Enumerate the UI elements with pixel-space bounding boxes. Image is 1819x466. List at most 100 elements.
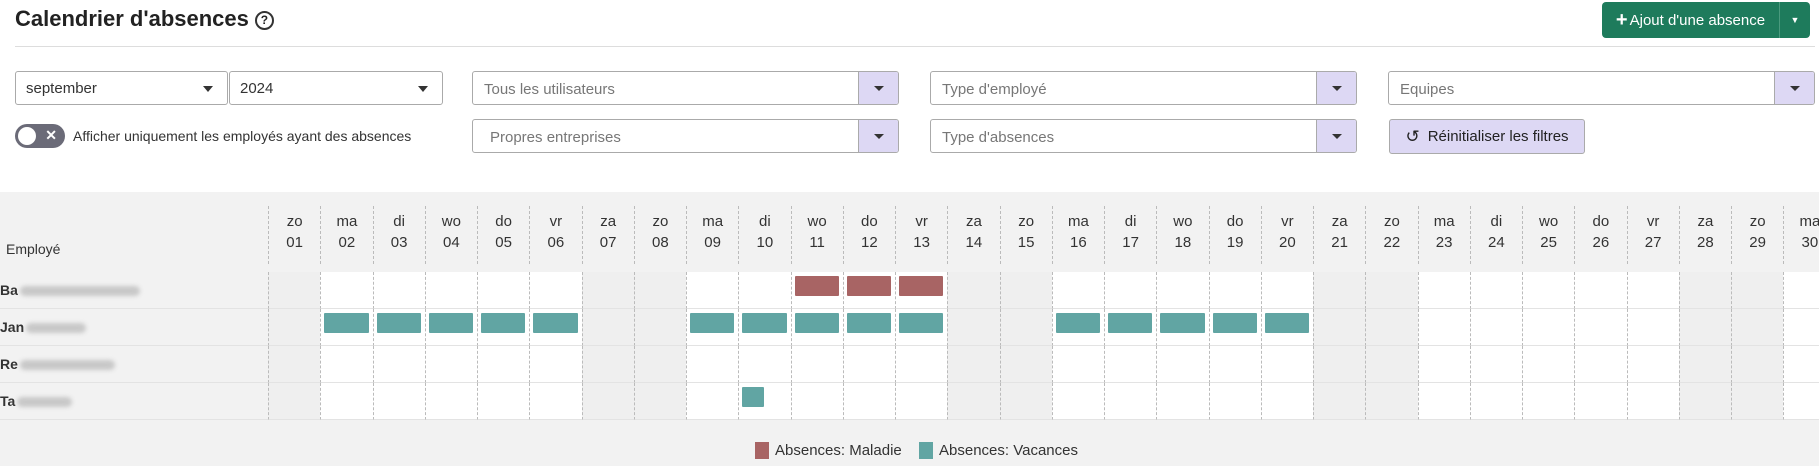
absence-bar-maladie[interactable] [794,276,839,296]
absence-bar-vacances[interactable] [846,313,891,333]
calendar-cell[interactable] [1678,272,1731,309]
calendar-cell[interactable] [1365,272,1418,309]
calendar-cell[interactable] [1469,346,1522,383]
absence-only-toggle[interactable]: ✕ [15,124,65,148]
calendar-cell[interactable] [424,383,477,420]
absence-bar-vacances[interactable] [1212,313,1257,333]
calendar-cell[interactable] [1678,383,1731,420]
calendar-cell[interactable] [581,272,634,309]
chevron-down-icon[interactable] [858,120,898,152]
calendar-cell[interactable] [1678,309,1731,346]
calendar-cell[interactable] [1522,272,1575,309]
calendar-cell[interactable] [738,272,791,309]
calendar-cell[interactable] [1417,346,1470,383]
calendar-cell[interactable] [1574,309,1627,346]
calendar-cell[interactable] [477,272,530,309]
absence-bar-vacances[interactable] [742,313,787,333]
calendar-cell[interactable] [947,383,1000,420]
calendar-cell[interactable] [1469,272,1522,309]
calendar-cell[interactable] [320,383,373,420]
calendar-cell[interactable] [1522,346,1575,383]
calendar-cell[interactable] [999,309,1052,346]
calendar-cell[interactable] [947,309,1000,346]
calendar-cell[interactable] [1469,309,1522,346]
calendar-cell[interactable] [999,272,1052,309]
calendar-cell[interactable] [1417,309,1470,346]
absence-bar-vacances[interactable] [690,313,735,333]
calendar-cell[interactable] [1156,272,1209,309]
companies-select[interactable]: Propres entreprises [472,119,899,153]
calendar-cell[interactable] [268,383,321,420]
calendar-cell[interactable] [1104,346,1157,383]
calendar-cell[interactable] [947,346,1000,383]
calendar-cell[interactable] [1104,383,1157,420]
calendar-cell[interactable] [1260,383,1313,420]
absence-type-select[interactable]: Type d'absences [930,119,1357,153]
calendar-cell[interactable] [1365,346,1418,383]
calendar-cell[interactable] [320,272,373,309]
calendar-cell[interactable] [1313,346,1366,383]
add-absence-button[interactable]: + Ajout d'une absence ▼ [1602,2,1810,38]
calendar-cell[interactable] [268,346,321,383]
calendar-cell[interactable] [1365,309,1418,346]
calendar-cell[interactable] [372,272,425,309]
calendar-cell[interactable] [581,383,634,420]
chevron-down-icon[interactable] [1316,72,1356,104]
calendar-cell[interactable] [1678,346,1731,383]
absence-bar-vacances[interactable] [1055,313,1100,333]
calendar-cell[interactable] [1783,383,1819,420]
calendar-cell[interactable] [529,383,582,420]
calendar-cell[interactable] [1260,272,1313,309]
calendar-cell[interactable] [1522,309,1575,346]
calendar-cell[interactable] [1417,383,1470,420]
calendar-cell[interactable] [477,346,530,383]
calendar-cell[interactable] [947,272,1000,309]
calendar-cell[interactable] [1051,272,1104,309]
calendar-cell[interactable] [1208,272,1261,309]
calendar-cell[interactable] [1731,383,1784,420]
absence-bar-vacances[interactable] [1160,313,1205,333]
calendar-cell[interactable] [1574,383,1627,420]
teams-select[interactable]: Equipes [1388,71,1815,105]
calendar-cell[interactable] [1156,346,1209,383]
calendar-cell[interactable] [1731,346,1784,383]
calendar-cell[interactable] [268,309,321,346]
calendar-cell[interactable] [1783,346,1819,383]
calendar-cell[interactable] [1574,346,1627,383]
calendar-cell[interactable] [424,272,477,309]
month-select[interactable]: september [15,71,228,105]
calendar-cell[interactable] [1731,272,1784,309]
calendar-cell[interactable] [372,346,425,383]
calendar-cell[interactable] [1522,383,1575,420]
absence-bar-vacances[interactable] [376,313,421,333]
absence-bar-vacances[interactable] [481,313,526,333]
calendar-cell[interactable] [633,346,686,383]
calendar-cell[interactable] [268,272,321,309]
calendar-cell[interactable] [1783,309,1819,346]
calendar-cell[interactable] [686,272,739,309]
calendar-cell[interactable] [529,272,582,309]
add-absence-main[interactable]: + Ajout d'une absence [1602,2,1780,38]
calendar-cell[interactable] [1208,383,1261,420]
absence-bar-vacances[interactable] [428,313,473,333]
calendar-cell[interactable] [1469,383,1522,420]
calendar-cell[interactable] [424,346,477,383]
absence-bar-vacances[interactable] [533,313,578,333]
calendar-cell[interactable] [1365,383,1418,420]
calendar-cell[interactable] [1574,272,1627,309]
calendar-cell[interactable] [895,383,948,420]
chevron-down-icon[interactable] [1774,72,1814,104]
calendar-cell[interactable] [1313,272,1366,309]
absence-bar-maladie[interactable] [899,276,944,296]
calendar-cell[interactable] [1156,383,1209,420]
calendar-cell[interactable] [1051,346,1104,383]
calendar-cell[interactable] [1104,272,1157,309]
absence-bar-vacances[interactable] [1264,313,1309,333]
absence-bar-vacances[interactable] [794,313,839,333]
calendar-cell[interactable] [738,346,791,383]
calendar-cell[interactable] [1051,383,1104,420]
calendar-cell[interactable] [477,383,530,420]
calendar-cell[interactable] [1783,272,1819,309]
calendar-cell[interactable] [633,272,686,309]
chevron-down-icon[interactable] [858,72,898,104]
